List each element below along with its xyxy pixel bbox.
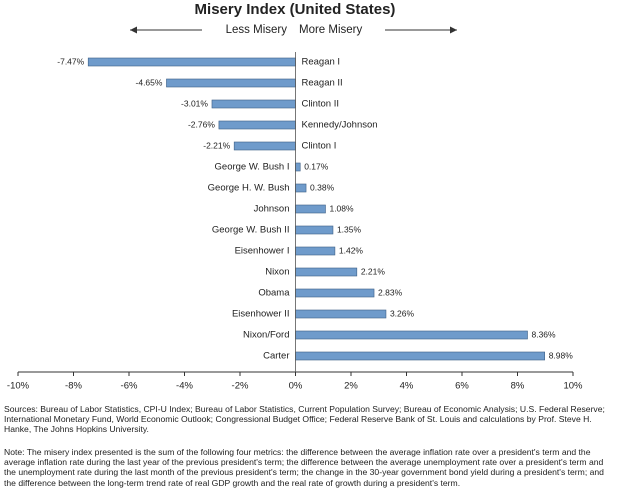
x-tick-label: -6%	[121, 381, 138, 392]
category-label: Johnson	[254, 204, 290, 215]
bar-label: 2.21%	[361, 266, 386, 276]
bar	[295, 246, 336, 256]
bar	[233, 141, 296, 151]
category-label: Kennedy/Johnson	[302, 120, 378, 131]
category-label: Reagan II	[302, 78, 343, 89]
arrow-head	[450, 26, 457, 34]
x-tick-label: 2%	[344, 381, 358, 392]
bar-label: -7.47%	[57, 56, 84, 66]
x-tick-label: -8%	[65, 381, 82, 392]
category-label: Clinton II	[302, 99, 340, 110]
bar-label: 8.98%	[549, 350, 574, 360]
bar	[87, 57, 296, 67]
category-label: Clinton I	[302, 141, 337, 152]
bar	[295, 162, 301, 172]
bar-label: 3.26%	[390, 308, 415, 318]
bar-label: -2.21%	[203, 140, 230, 150]
arrow-head	[130, 26, 137, 34]
bar-label: -4.65%	[136, 77, 163, 87]
bar-label: -3.01%	[181, 98, 208, 108]
category-label: Nixon	[265, 267, 289, 278]
sources: Sources: Bureau of Labor Statistics, CPI…	[4, 404, 605, 435]
bar	[295, 183, 307, 193]
bar-label: 1.42%	[339, 245, 364, 255]
bar	[295, 225, 334, 235]
bar-label: 0.17%	[304, 161, 329, 171]
x-tick-label: 8%	[511, 381, 525, 392]
x-tick-label: -4%	[176, 381, 193, 392]
bar	[295, 204, 326, 214]
x-tick-label: -2%	[232, 381, 249, 392]
bar	[295, 330, 528, 340]
annotation: More Misery	[299, 24, 363, 36]
category-label: Eisenhower I	[235, 246, 290, 257]
bar-label: 2.83%	[378, 287, 403, 297]
bar	[211, 99, 296, 109]
x-tick-label: 10%	[563, 381, 583, 392]
x-tick-label: 4%	[400, 381, 414, 392]
chart-title: Misery Index (United States)	[195, 1, 396, 18]
bar-label: -2.76%	[188, 119, 215, 129]
bar	[295, 309, 387, 319]
annotation: Less Misery	[226, 24, 288, 36]
category-label: Reagan I	[302, 57, 341, 68]
x-tick-label: 6%	[455, 381, 469, 392]
category-label: Nixon/Ford	[243, 330, 289, 341]
x-tick-label: 0%	[289, 381, 303, 392]
bar-label: 1.08%	[329, 203, 354, 213]
bar	[218, 120, 296, 130]
category-label: Carter	[263, 351, 289, 362]
chart: Misery Index (United States) Less Misery…	[7, 1, 583, 392]
note: Note: The misery index presented is the …	[4, 447, 604, 488]
bar	[295, 288, 375, 298]
bar-label: 8.36%	[531, 329, 556, 339]
bar	[166, 78, 296, 88]
bar	[295, 267, 358, 277]
category-label: George W. Bush II	[212, 225, 290, 236]
category-label: George W. Bush I	[215, 162, 290, 173]
x-tick-label: -10%	[7, 381, 30, 392]
category-label: Obama	[258, 288, 290, 299]
bar	[295, 351, 545, 361]
bar-label: 1.35%	[337, 224, 362, 234]
category-label: Eisenhower II	[232, 309, 290, 320]
bar-label: 0.38%	[310, 182, 335, 192]
category-label: George H. W. Bush	[208, 183, 290, 194]
